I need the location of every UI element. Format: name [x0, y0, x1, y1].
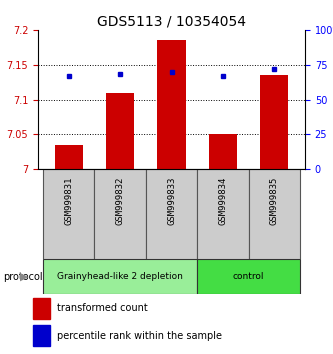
Bar: [260, 75, 288, 169]
Text: GSM999835: GSM999835: [270, 176, 279, 224]
Text: GSM999834: GSM999834: [218, 176, 227, 224]
Text: transformed count: transformed count: [57, 303, 148, 313]
Bar: [43, 169, 95, 259]
Bar: [55, 145, 83, 169]
Bar: [106, 92, 134, 169]
Text: GSM999833: GSM999833: [167, 176, 176, 224]
Text: protocol: protocol: [3, 272, 43, 281]
Bar: [33, 325, 50, 346]
Text: ▶: ▶: [20, 272, 29, 281]
Bar: [146, 169, 197, 259]
Text: Grainyhead-like 2 depletion: Grainyhead-like 2 depletion: [57, 272, 183, 281]
Text: GSM999832: GSM999832: [116, 176, 125, 224]
Text: control: control: [233, 272, 264, 281]
Bar: [248, 169, 300, 259]
Bar: [43, 259, 197, 294]
Text: percentile rank within the sample: percentile rank within the sample: [57, 331, 221, 341]
Bar: [197, 169, 248, 259]
Bar: [197, 259, 300, 294]
Bar: [209, 134, 237, 169]
Bar: [95, 169, 146, 259]
Bar: [33, 298, 50, 319]
Title: GDS5113 / 10354054: GDS5113 / 10354054: [97, 15, 246, 29]
Bar: [158, 40, 185, 169]
Text: GSM999831: GSM999831: [64, 176, 73, 224]
